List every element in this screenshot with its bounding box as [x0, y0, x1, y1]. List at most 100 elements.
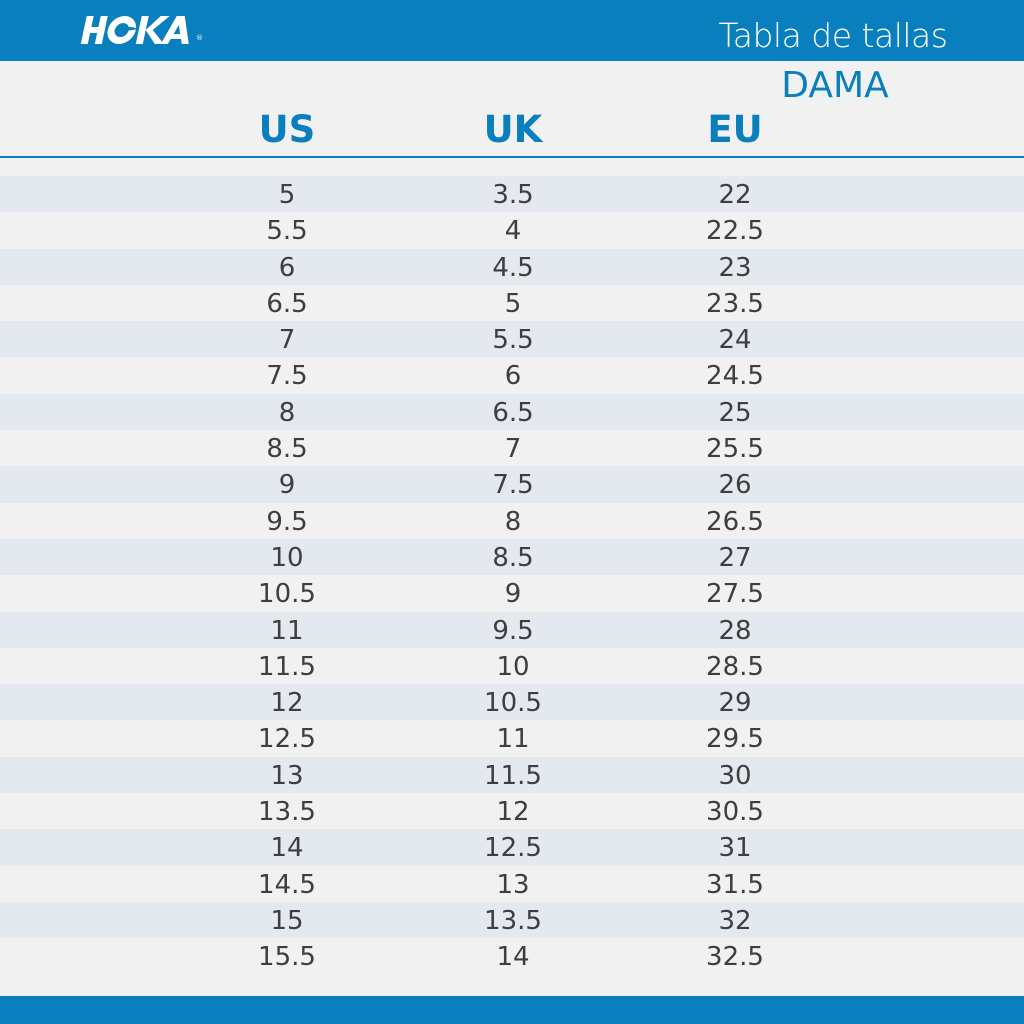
us-size-cell: 13 — [270, 760, 304, 791]
table-row: 15 13.5 32 — [0, 901, 1024, 939]
eu-size-cell: 32 — [718, 905, 752, 936]
eu-size-cell: 25 — [718, 397, 752, 428]
us-size-cell: 6.5 — [266, 288, 308, 319]
chart-subtitle: DAMA — [781, 65, 889, 106]
us-size-cell: 10.5 — [258, 579, 316, 610]
eu-size-cell: 31 — [718, 833, 752, 864]
chart-title: Tabla de tallas — [718, 16, 948, 55]
uk-size-cell: 10.5 — [484, 688, 542, 719]
table-row: 12.5 11 29.5 — [0, 720, 1024, 756]
us-size-cell: 9.5 — [266, 506, 308, 537]
uk-size-cell: 10 — [496, 651, 530, 682]
uk-size-cell: 13 — [496, 869, 530, 900]
us-size-cell: 15.5 — [258, 942, 316, 973]
eu-size-cell: 27.5 — [706, 579, 764, 610]
us-size-cell: 11 — [270, 615, 304, 646]
uk-size-cell: 4 — [504, 216, 522, 247]
uk-size-cell: 5.5 — [492, 325, 534, 356]
uk-size-cell: 6 — [504, 361, 522, 392]
eu-size-cell: 28.5 — [706, 651, 764, 682]
uk-size-cell: 7.5 — [492, 470, 534, 501]
us-size-cell: 10 — [270, 542, 304, 573]
eu-size-cell: 29.5 — [706, 724, 764, 755]
uk-size-cell: 6.5 — [492, 397, 534, 428]
table-row: 11.5 10 28.5 — [0, 648, 1024, 684]
table-row: 13 11.5 30 — [0, 756, 1024, 794]
table-row: 7.5 6 24.5 — [0, 357, 1024, 393]
eu-size-cell: 29 — [718, 688, 752, 719]
table-row: 8 6.5 25 — [0, 393, 1024, 431]
table-row: 6.5 5 23.5 — [0, 285, 1024, 321]
table-row: 7 5.5 24 — [0, 321, 1024, 358]
table-row: 13.5 12 30.5 — [0, 793, 1024, 829]
table-row: 10.5 9 27.5 — [0, 575, 1024, 611]
table-row: 9 7.5 26 — [0, 466, 1024, 503]
eu-size-cell: 30.5 — [706, 797, 764, 828]
column-header-uk: UK — [483, 108, 543, 151]
eu-size-cell: 23.5 — [706, 288, 764, 319]
us-size-cell: 13.5 — [258, 797, 316, 828]
eu-size-cell: 27 — [718, 542, 752, 573]
us-size-cell: 14 — [270, 833, 304, 864]
footer-bar — [0, 996, 1024, 1024]
hoka-logo-mark — [80, 16, 189, 44]
eu-size-cell: 24 — [718, 325, 752, 356]
us-size-cell: 5 — [278, 180, 296, 210]
eu-size-cell: 22 — [718, 180, 752, 210]
uk-size-cell: 11 — [496, 724, 530, 755]
uk-size-cell: 9.5 — [492, 615, 534, 646]
us-size-cell: 6 — [278, 252, 296, 283]
size-table-body: 5 3.5 22 5.5 4 22.5 6 4.5 23 6.5 5 23.5 7 5.5 24 7.5 6 24… — [0, 176, 1024, 975]
us-size-cell: 9 — [278, 470, 296, 501]
us-size-cell: 15 — [270, 905, 304, 936]
us-size-cell: 12 — [270, 688, 304, 719]
eu-size-cell: 31.5 — [706, 869, 764, 900]
column-header-eu: EU — [707, 108, 763, 151]
uk-size-cell: 3.5 — [492, 180, 534, 210]
eu-size-cell: 32.5 — [706, 942, 764, 973]
uk-size-cell: 9 — [504, 579, 522, 610]
eu-size-cell: 22.5 — [706, 216, 764, 247]
uk-size-cell: 8.5 — [492, 542, 534, 573]
uk-size-cell: 12.5 — [484, 833, 542, 864]
table-row: 14.5 13 31.5 — [0, 866, 1024, 902]
uk-size-cell: 5 — [504, 288, 522, 319]
eu-size-cell: 23 — [718, 252, 752, 283]
uk-size-cell: 13.5 — [484, 905, 542, 936]
uk-size-cell: 8 — [504, 506, 522, 537]
table-row: 8.5 7 25.5 — [0, 430, 1024, 466]
table-row: 5 3.5 22 — [0, 176, 1024, 213]
table-row: 11 9.5 28 — [0, 611, 1024, 648]
us-size-cell: 12.5 — [258, 724, 316, 755]
eu-size-cell: 26.5 — [706, 506, 764, 537]
hoka-logo — [80, 6, 198, 54]
header-bar: ® Tabla de tallas — [0, 0, 1024, 61]
uk-size-cell: 12 — [496, 797, 530, 828]
table-row: 15.5 14 32.5 — [0, 938, 1024, 974]
eu-size-cell: 28 — [718, 615, 752, 646]
eu-size-cell: 30 — [718, 760, 752, 791]
us-size-cell: 8.5 — [266, 434, 308, 465]
uk-size-cell: 4.5 — [492, 252, 534, 283]
table-row: 9.5 8 26.5 — [0, 503, 1024, 539]
column-header-us: US — [258, 108, 316, 151]
us-size-cell: 11.5 — [258, 651, 316, 682]
us-size-cell: 14.5 — [258, 869, 316, 900]
uk-size-cell: 7 — [504, 434, 522, 465]
table-row: 12 10.5 29 — [0, 684, 1024, 721]
uk-size-cell: 11.5 — [484, 760, 542, 791]
eu-size-cell: 24.5 — [706, 361, 764, 392]
us-size-cell: 7 — [278, 325, 296, 356]
table-row: 5.5 4 22.5 — [0, 212, 1024, 248]
eu-size-cell: 26 — [718, 470, 752, 501]
table-row: 14 12.5 31 — [0, 829, 1024, 866]
uk-size-cell: 14 — [496, 942, 530, 973]
us-size-cell: 5.5 — [266, 216, 308, 247]
header-divider — [0, 156, 1024, 158]
registered-mark: ® — [196, 34, 203, 42]
us-size-cell: 7.5 — [266, 361, 308, 392]
table-row: 6 4.5 23 — [0, 248, 1024, 285]
table-row: 10 8.5 27 — [0, 538, 1024, 576]
eu-size-cell: 25.5 — [706, 434, 764, 465]
us-size-cell: 8 — [278, 397, 296, 428]
